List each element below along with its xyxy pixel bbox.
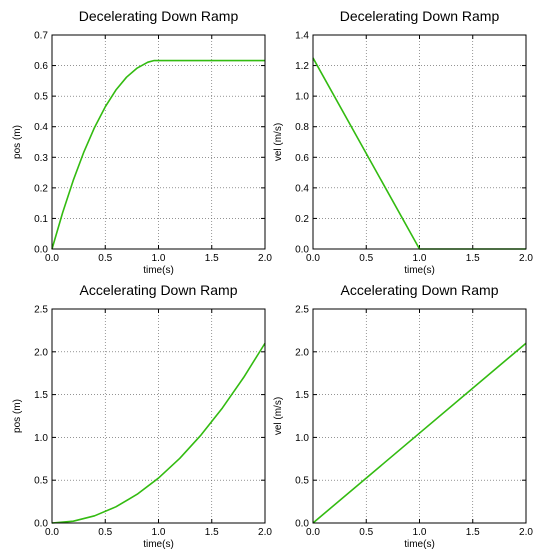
y-tick-label: 1.2 bbox=[295, 61, 309, 72]
x-tick-label: 1.5 bbox=[466, 527, 480, 538]
y-axis-label: vel (m/s) bbox=[273, 397, 284, 435]
series-line bbox=[312, 342, 527, 524]
y-tick-label: 0.8 bbox=[295, 122, 309, 133]
chart-title: Accelerating Down Ramp bbox=[80, 282, 238, 298]
chart-panel-3: 0.0 0.5 1.0 1.5 2.0 0.0 0.5 1.0 1.5 2.0 2.5 Acceler… bbox=[12, 282, 272, 550]
x-tick-label: 0.5 bbox=[359, 253, 373, 264]
x-tick-label: 2.0 bbox=[519, 527, 533, 538]
x-tick-label: 0.0 bbox=[45, 527, 59, 538]
plot-frame bbox=[51, 308, 266, 524]
x-tick-label: 0.0 bbox=[45, 253, 59, 264]
x-tick-label: 0.0 bbox=[306, 253, 320, 264]
chart-title: Accelerating Down Ramp bbox=[341, 282, 499, 298]
x-axis-label: time(s) bbox=[143, 539, 174, 550]
series-line bbox=[51, 342, 266, 524]
y-tick-label: 0.7 bbox=[34, 31, 48, 42]
x-tick-label: 1.0 bbox=[152, 253, 166, 264]
x-tick-label: 1.0 bbox=[413, 253, 427, 264]
x-tick-label: 1.0 bbox=[152, 527, 166, 538]
y-tick-label: 1.4 bbox=[295, 31, 309, 42]
y-axis-label: pos (m) bbox=[12, 399, 23, 433]
y-tick-label: 0.4 bbox=[34, 122, 48, 133]
y-tick-label: 1.0 bbox=[295, 92, 309, 103]
y-axis-label: pos (m) bbox=[12, 125, 23, 159]
x-tick-label: 0.5 bbox=[98, 253, 112, 264]
y-tick-label: 0.0 bbox=[34, 245, 48, 256]
y-tick-label: 0.2 bbox=[295, 214, 309, 225]
y-tick-label: 0.0 bbox=[295, 245, 309, 256]
y-tick-label: 0.3 bbox=[34, 153, 48, 164]
x-tick-label: 1.0 bbox=[413, 527, 427, 538]
x-tick-label: 1.5 bbox=[205, 527, 219, 538]
chart-title: Decelerating Down Ramp bbox=[79, 8, 239, 24]
x-tick-label: 1.5 bbox=[205, 253, 219, 264]
x-axis-label: time(s) bbox=[404, 265, 435, 276]
x-tick-label: 1.5 bbox=[466, 253, 480, 264]
x-axis-label: time(s) bbox=[143, 265, 174, 276]
plot-frame bbox=[51, 34, 266, 250]
x-tick-label: 2.0 bbox=[258, 253, 272, 264]
y-tick-label: 1.0 bbox=[295, 433, 309, 444]
y-tick-label: 1.0 bbox=[34, 433, 48, 444]
y-tick-label: 1.5 bbox=[34, 390, 48, 401]
y-tick-label: 0.4 bbox=[295, 183, 309, 194]
y-tick-label: 2.5 bbox=[295, 305, 309, 316]
x-tick-label: 0.5 bbox=[98, 527, 112, 538]
x-tick-label: 2.0 bbox=[519, 253, 533, 264]
y-tick-label: 0.5 bbox=[34, 92, 48, 103]
chart-panel-2: 0.0 0.5 1.0 1.5 2.0 0.0 0.2 0.4 0.6 0.8 1.0 1.2 1.4 D… bbox=[273, 8, 533, 276]
series-line bbox=[51, 59, 265, 250]
y-tick-label: 0.5 bbox=[34, 476, 48, 487]
y-tick-label: 0.5 bbox=[295, 476, 309, 487]
x-tick-label: 2.0 bbox=[258, 527, 272, 538]
y-tick-label: 0.0 bbox=[295, 519, 309, 530]
chart-title: Decelerating Down Ramp bbox=[340, 8, 500, 24]
x-axis-label: time(s) bbox=[404, 539, 435, 550]
y-tick-label: 1.5 bbox=[295, 390, 309, 401]
y-tick-label: 2.0 bbox=[34, 347, 48, 358]
chart-panel-4: 0.0 0.5 1.0 1.5 2.0 0.0 0.5 1.0 1.5 2.0 2.5 Acceler… bbox=[273, 282, 533, 550]
y-tick-label: 0.6 bbox=[34, 61, 48, 72]
y-tick-label: 2.5 bbox=[34, 305, 48, 316]
plot-frame bbox=[312, 34, 527, 250]
x-tick-label: 0.0 bbox=[306, 527, 320, 538]
x-tick-label: 0.5 bbox=[359, 527, 373, 538]
plot-frame bbox=[312, 308, 527, 524]
y-tick-label: 0.0 bbox=[34, 519, 48, 530]
chart-panel-1: 0.0 0.5 1.0 1.5 2.0 0.0 0.1 0.2 0.3 0.4 0.5 0.6 0.7 D… bbox=[12, 8, 272, 276]
y-tick-label: 0.2 bbox=[34, 183, 48, 194]
y-axis-label: vel (m/s) bbox=[273, 123, 284, 161]
y-tick-label: 0.6 bbox=[295, 153, 309, 164]
y-tick-label: 2.0 bbox=[295, 347, 309, 358]
y-tick-label: 0.1 bbox=[34, 214, 48, 225]
